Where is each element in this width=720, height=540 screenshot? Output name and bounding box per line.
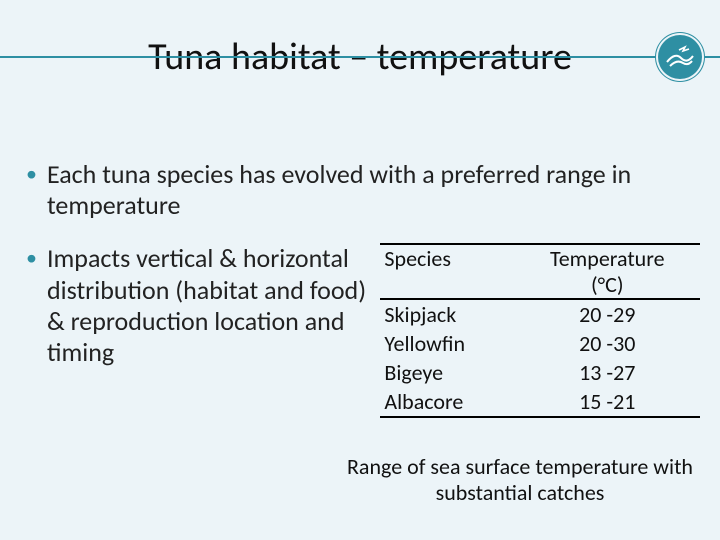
table-row: Albacore 15 -21 [380,387,700,417]
header-rule [0,56,720,58]
table-header-species: Species [380,244,514,299]
species-temperature-table: Species Temperature (°C) Skipjack 20 -29… [380,243,700,418]
table-header-temperature: Temperature (°C) [515,244,700,299]
content-row-2: • Impacts vertical & horizontal distribu… [20,243,700,418]
bullet-item-1: • Each tuna species has evolved with a p… [20,159,700,221]
table-header-row: Species Temperature (°C) [380,244,700,299]
org-logo [658,35,702,79]
bullet-text: Impacts vertical & horizontal distributi… [47,243,372,368]
cell-species: Bigeye [380,358,514,387]
header-temp-line2: (°C) [519,272,696,297]
cell-temp: 13 -27 [515,358,700,387]
wave-bird-icon [665,42,695,72]
cell-temp: 15 -21 [515,387,700,417]
slide-content: • Each tuna species has evolved with a p… [20,159,700,418]
cell-species: Albacore [380,387,514,417]
bullet-dot-icon: • [20,159,47,221]
table-caption: Range of sea surface temperature with su… [340,454,700,507]
cell-species: Skipjack [380,299,514,329]
cell-temp: 20 -30 [515,329,700,358]
cell-temp: 20 -29 [515,299,700,329]
header-temp-line1: Temperature [519,246,696,271]
bullet-dot-icon: • [20,243,47,368]
table-row: Yellowfin 20 -30 [380,329,700,358]
table: Species Temperature (°C) Skipjack 20 -29… [380,243,700,418]
cell-species: Yellowfin [380,329,514,358]
table-row: Bigeye 13 -27 [380,358,700,387]
table-row: Skipjack 20 -29 [380,299,700,329]
bullet-text: Each tuna species has evolved with a pre… [47,159,700,221]
bullet-item-2: • Impacts vertical & horizontal distribu… [20,243,372,368]
